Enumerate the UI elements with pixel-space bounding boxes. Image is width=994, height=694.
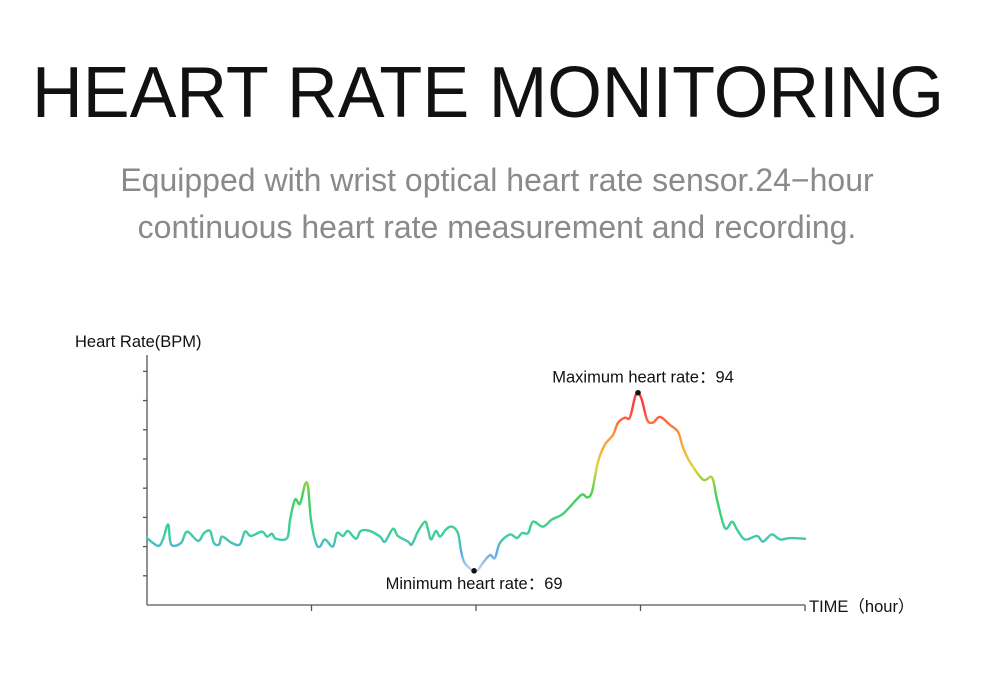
heart-rate-series-line [145,391,807,573]
min-point-marker [471,568,477,574]
axes [143,355,806,611]
max-annotation: Maximum heart rate：94 [552,369,734,387]
min-annotation: Minimum heart rate：69 [386,575,563,593]
subtitle: Equipped with wrist optical heart rate s… [0,157,994,251]
page-title: HEART RATE MONITORING [32,53,944,130]
max-point-marker [635,389,641,396]
page-title-wrapper: HEART RATE MONITORING [32,53,944,130]
x-axis-label: TIME（hour） [809,597,914,616]
y-axis-label: Heart Rate(BPM) [75,333,202,351]
subtitle-line-2: continuous heart rate measurement and re… [137,209,857,245]
subtitle-line-1: Equipped with wrist optical heart rate s… [120,162,874,198]
